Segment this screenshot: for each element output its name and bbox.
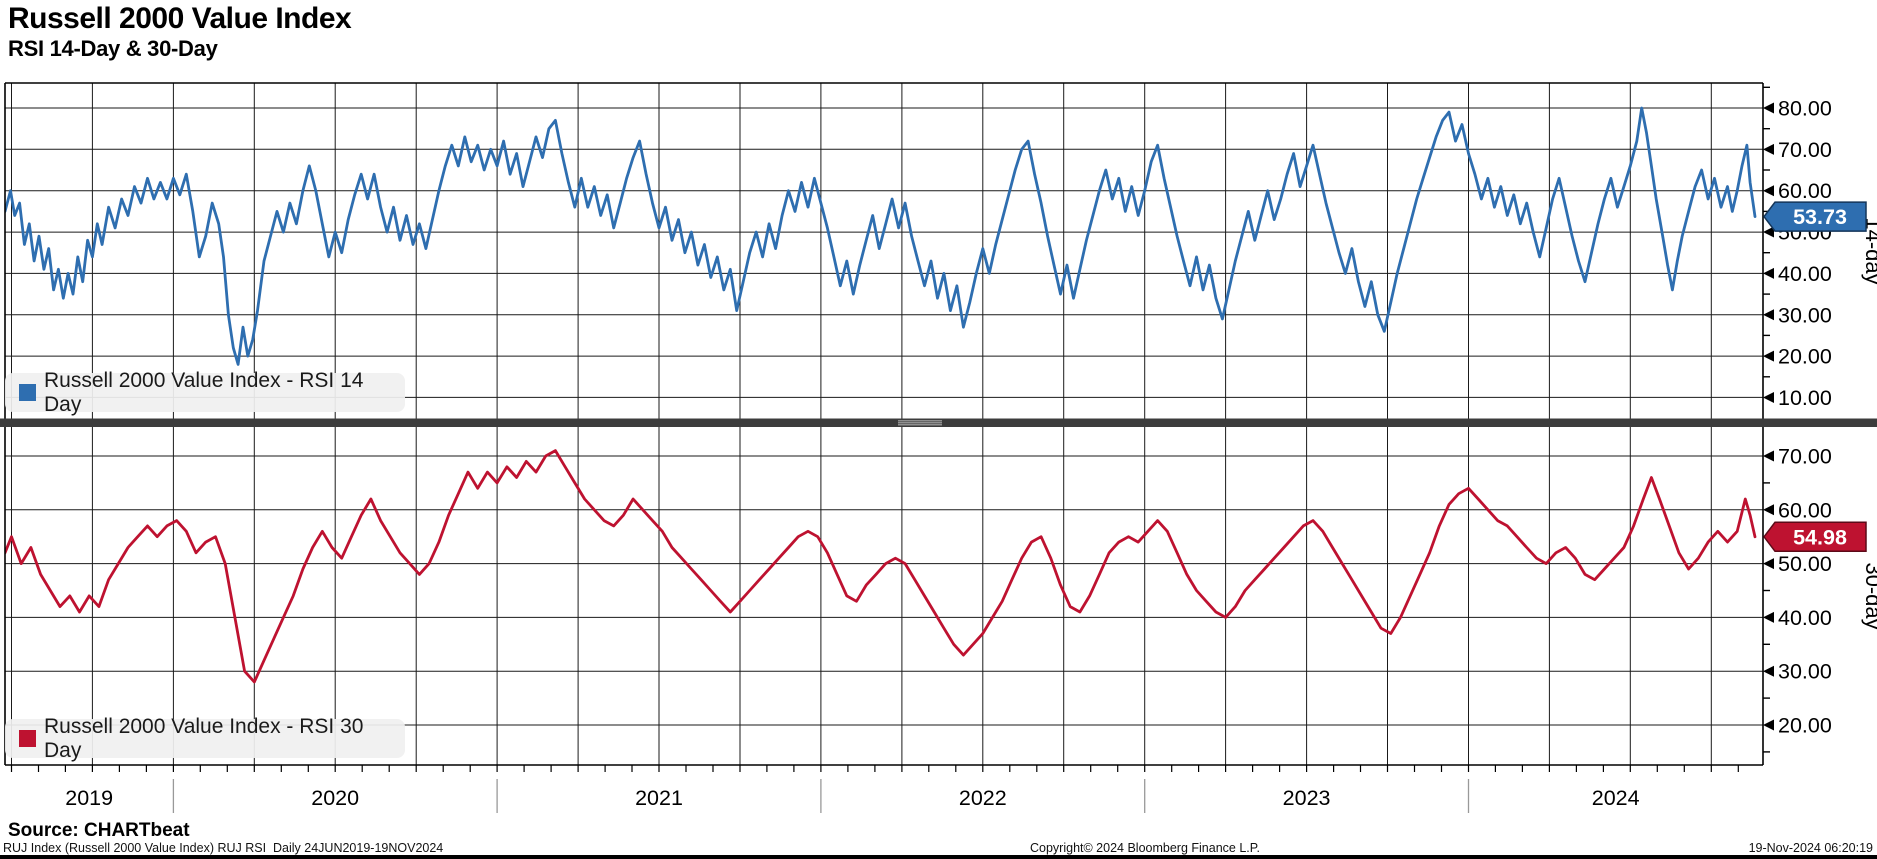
rsi14-y-tick-label: 70.00 <box>1778 138 1832 162</box>
footer-copyright: Copyright© 2024 Bloomberg Finance L.P. <box>1030 841 1260 855</box>
rsi-14-legend-swatch <box>19 384 36 401</box>
source-line: Source: CHARTbeat <box>8 820 190 841</box>
rsi30-line <box>5 449 1757 684</box>
x-axis-year-label: 2020 <box>311 786 359 810</box>
rsi-14-legend-label: Russell 2000 Value Index - RSI 14 Day <box>44 368 364 416</box>
legend-rsi-30-day[interactable]: Russell 2000 Value Index - RSI 30 Day <box>5 715 405 762</box>
footer: RUJ Index (Russell 2000 Value Index) RUJ… <box>0 841 1877 855</box>
x-axis-year-label: 2023 <box>1283 786 1331 810</box>
rsi30-y-axis: 20.00 30.00 40.00 50.00 60.00 70.00 30-day <box>1763 445 1877 753</box>
rsi30-y-tick-label: 60.00 <box>1778 498 1832 522</box>
legend-rsi-14-day[interactable]: Russell 2000 Value Index - RSI 14 Day <box>5 369 405 416</box>
rsi14-y-axis: 10.0020.0030.0040.0050.0060.0070.0080.00… <box>1763 86 1877 410</box>
rsi14-y-tick-label: 20.00 <box>1778 345 1832 369</box>
bottom-edge-bar <box>0 855 1877 859</box>
rsi30-y-tick-label: 70.00 <box>1778 445 1832 469</box>
rsi14-y-tick-label: 40.00 <box>1778 262 1832 286</box>
rsi14-last-value-text: 53.73 <box>1793 205 1847 229</box>
footer-timestamp: 19-Nov-2024 06:20:19 <box>1748 841 1873 855</box>
rsi-30-legend-swatch <box>19 730 36 747</box>
rsi30-axis-title: 30-day <box>1861 562 1877 629</box>
footer-security-info: RUJ Index (Russell 2000 Value Index) RUJ… <box>3 841 444 855</box>
rsi30-last-value-badge: 54.98 <box>1763 521 1867 553</box>
rsi14-y-tick-label: 80.00 <box>1778 97 1832 121</box>
x-axis-year-label: 2024 <box>1592 786 1640 810</box>
rsi30-y-tick-label: 20.00 <box>1778 714 1832 738</box>
x-axis-year-label: 2021 <box>635 786 683 810</box>
page-subtitle: RSI 14-Day & 30-Day <box>8 36 218 61</box>
rsi30-y-tick-label: 30.00 <box>1778 660 1832 684</box>
x-axis-year-label: 2022 <box>959 786 1007 810</box>
rsi14-line <box>5 106 1757 366</box>
rsi14-y-tick-label: 30.00 <box>1778 303 1832 327</box>
rsi14-y-tick-label: 60.00 <box>1778 179 1832 203</box>
rsi-30-legend-label: Russell 2000 Value Index - RSI 30 Day <box>44 714 364 762</box>
rsi14-axis-title: 14-day <box>1861 217 1877 284</box>
rsi30-y-tick-label: 50.00 <box>1778 552 1832 576</box>
page-title: Russell 2000 Value Index <box>8 2 352 35</box>
x-axis: 2019 2020 2021 2022 2023 2024 <box>10 765 1739 813</box>
x-axis-year-label: 2019 <box>65 786 113 810</box>
rsi14-last-value-badge: 53.73 <box>1763 201 1867 232</box>
rsi14-y-tick-label: 10.00 <box>1778 386 1832 410</box>
rsi30-y-tick-label: 40.00 <box>1778 606 1832 630</box>
panel-divider-grip[interactable] <box>898 420 942 426</box>
rsi30-last-value-text: 54.98 <box>1793 525 1847 549</box>
